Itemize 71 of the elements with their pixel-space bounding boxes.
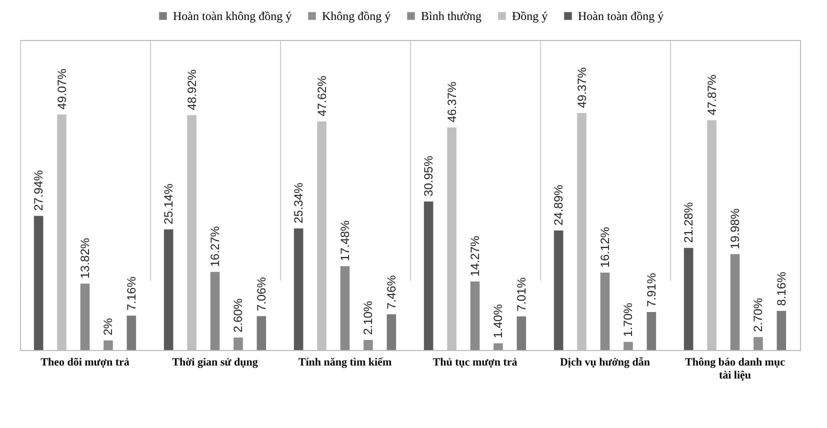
bar [57, 114, 66, 350]
x-tick-label: Theo dõi mượn trả [40, 356, 130, 368]
bar [470, 282, 480, 350]
legend-label: Đồng ý [512, 9, 548, 23]
legend-label: Bình thường [421, 9, 482, 23]
bar [516, 316, 526, 350]
bar [234, 338, 243, 350]
bar [126, 316, 136, 350]
data-label: 46.37% [444, 81, 459, 122]
bar [577, 113, 586, 350]
data-label: 21.28% [682, 202, 696, 243]
data-label: 2.70% [751, 298, 766, 332]
legend-label: Không đồng ý [322, 9, 391, 23]
bar [754, 337, 763, 350]
bar [187, 115, 196, 350]
bar [34, 216, 44, 350]
bar [424, 201, 434, 350]
bar [294, 228, 304, 350]
bar [317, 121, 326, 350]
data-label: 24.89% [552, 184, 566, 226]
bar [104, 340, 113, 350]
bar [386, 314, 396, 350]
data-label: 19.98% [728, 208, 742, 250]
x-tick-label: Thông báo danh mục tài liệu [685, 356, 786, 382]
data-label: 47.87% [704, 74, 719, 116]
x-tick-label: Thủ tục mượn trả [432, 356, 518, 368]
legend-label: Hoàn toàn đồng ý [578, 9, 664, 23]
data-label: 2.60% [231, 298, 246, 333]
data-label: 16.12% [598, 226, 612, 268]
data-label: 17.48% [338, 220, 352, 262]
data-label: 49.37% [574, 66, 589, 108]
legend-label: Hoàn toàn không đồng ý [173, 9, 292, 23]
data-label: 7.46% [384, 274, 398, 310]
bar [707, 120, 716, 350]
bar [684, 248, 694, 350]
data-label: 47.62% [314, 75, 329, 116]
data-label: 8.16% [774, 271, 788, 306]
x-tick-label: Tính năng tìm kiếm [298, 356, 392, 368]
data-label: 25.14% [162, 183, 176, 224]
data-label: 27.94% [32, 170, 46, 211]
x-tick-label: Thời gian sử dụng [172, 356, 258, 368]
data-label: 48.92% [184, 69, 199, 110]
bar [447, 127, 456, 350]
bar [494, 343, 503, 350]
bar [340, 266, 350, 350]
bar [730, 254, 740, 350]
data-label: 14.27% [468, 235, 482, 277]
data-label: 13.82% [78, 238, 92, 279]
bar [776, 310, 786, 350]
bar [646, 312, 656, 350]
bar [210, 272, 220, 350]
data-label: 1.70% [621, 302, 636, 337]
bar [364, 340, 373, 350]
bar [554, 230, 564, 350]
bar [600, 272, 610, 350]
bar [80, 284, 90, 350]
data-label: 7.06% [254, 276, 268, 312]
data-label: 7.91% [644, 272, 658, 308]
data-label: 30.95% [422, 155, 436, 196]
bar [256, 316, 266, 350]
data-label: 2.10% [361, 300, 376, 335]
data-label: 25.34% [292, 182, 306, 224]
data-label: 49.07% [54, 68, 69, 110]
data-label: 1.40% [491, 304, 506, 338]
data-label: 7.16% [124, 276, 138, 311]
x-tick-label: Dịch vụ hướng dẫn [560, 356, 650, 368]
data-label: 16.27% [208, 226, 222, 267]
bar [624, 342, 633, 350]
data-label: 2% [101, 318, 116, 336]
bar [164, 229, 174, 350]
data-label: 7.01% [514, 276, 528, 312]
